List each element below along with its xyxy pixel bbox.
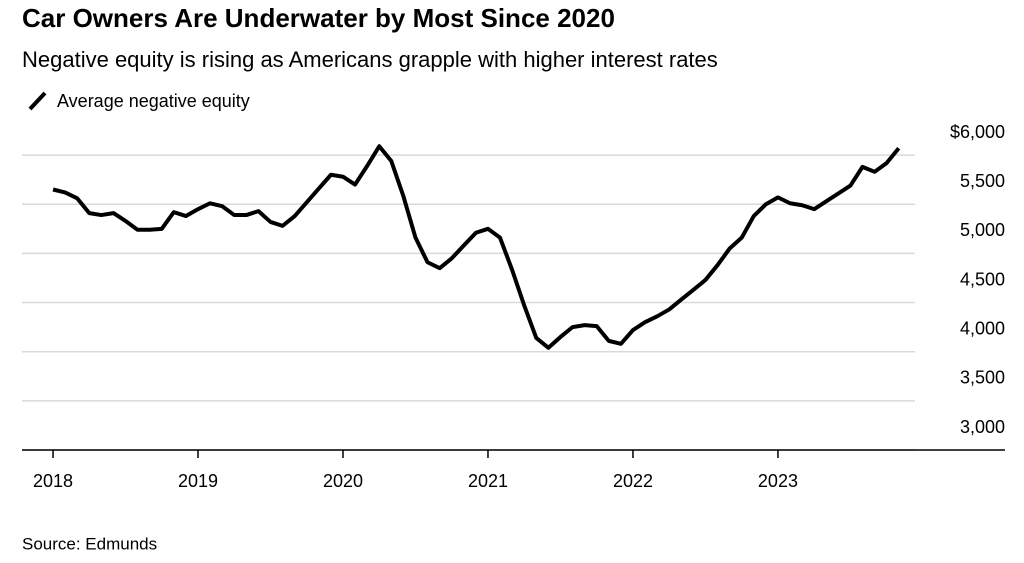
y-tick-label: 3,000 xyxy=(960,417,1005,437)
x-tick-label: 2018 xyxy=(33,471,73,491)
x-tick-label: 2021 xyxy=(468,471,508,491)
chart-subtitle: Negative equity is rising as Americans g… xyxy=(22,47,718,72)
y-tick-label: 4,000 xyxy=(960,318,1005,338)
y-tick-label: 3,500 xyxy=(960,368,1005,388)
x-tick-label: 2022 xyxy=(613,471,653,491)
y-tick-label: $6,000 xyxy=(950,122,1005,142)
legend-swatch xyxy=(28,91,47,111)
source: Source: Edmunds xyxy=(22,534,157,553)
x-tick-label: 2019 xyxy=(178,471,218,491)
line-series xyxy=(52,144,901,350)
x-tick-label: 2020 xyxy=(323,471,363,491)
y-tick-label: 4,500 xyxy=(960,269,1005,289)
y-tick-label: 5,000 xyxy=(960,220,1005,240)
x-tick-label: 2023 xyxy=(758,471,798,491)
chart-title: Car Owners Are Underwater by Most Since … xyxy=(22,3,615,33)
y-tick-label: 5,500 xyxy=(960,171,1005,191)
legend-label: Average negative equity xyxy=(57,91,250,111)
